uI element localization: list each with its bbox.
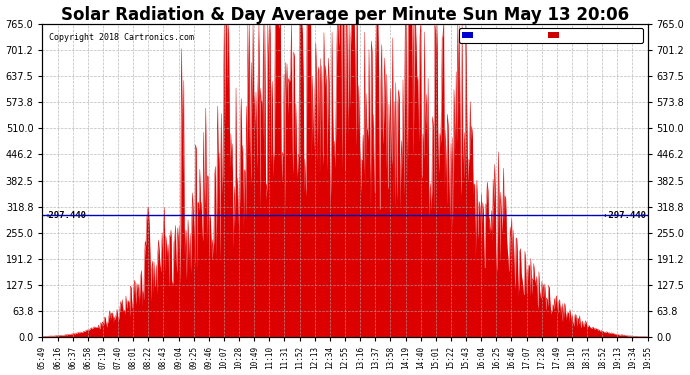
Title: Solar Radiation & Day Average per Minute Sun May 13 20:06: Solar Radiation & Day Average per Minute… [61, 6, 629, 24]
Legend: Median (w/m2), Radiation (w/m2): Median (w/m2), Radiation (w/m2) [459, 28, 643, 43]
Text: ←297.440: ←297.440 [603, 211, 647, 220]
Text: Copyright 2018 Cartronics.com: Copyright 2018 Cartronics.com [48, 33, 193, 42]
Text: →297.440: →297.440 [43, 211, 87, 220]
